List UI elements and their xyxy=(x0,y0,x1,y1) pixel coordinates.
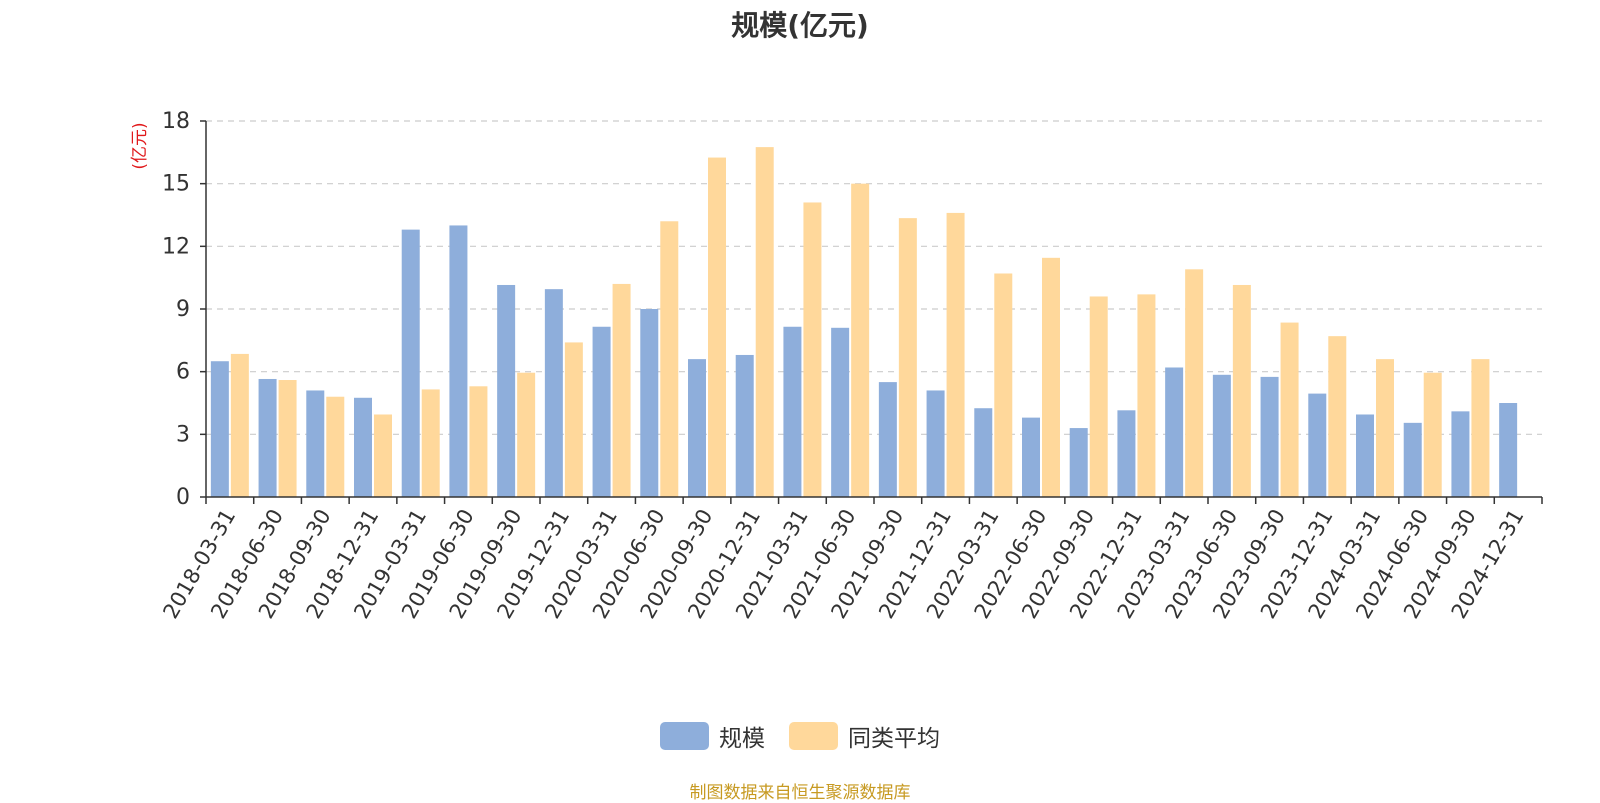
bar-scale-2020-09-30[interactable] xyxy=(688,359,706,497)
bar-peer-average-2022-06-30[interactable] xyxy=(1042,257,1060,497)
bar-peer-average-2021-06-30[interactable] xyxy=(851,183,870,497)
bar-peer-average-2020-12-31[interactable] xyxy=(755,147,774,497)
bar-scale-2024-06-30[interactable] xyxy=(1403,422,1422,497)
legend-swatch-scale xyxy=(660,722,709,750)
bar-scale-2019-03-31[interactable] xyxy=(401,229,420,497)
bar-peer-average-2019-06-30[interactable] xyxy=(469,386,488,497)
bar-scale-2021-09-30[interactable] xyxy=(878,382,897,497)
bar-scale-2018-03-31[interactable] xyxy=(210,361,229,497)
bar-peer-average-2019-03-31[interactable] xyxy=(421,389,440,497)
bar-scale-2023-06-30[interactable] xyxy=(1212,374,1231,497)
bar-peer-average-2020-09-30[interactable] xyxy=(708,157,726,498)
bar-scale-2018-12-31[interactable] xyxy=(354,397,372,497)
legend-label-peer-average: 同类平均 xyxy=(848,726,940,752)
bar-scale-2022-12-31[interactable] xyxy=(1117,410,1136,497)
bar-scale-2024-03-31[interactable] xyxy=(1356,414,1374,497)
bar-scale-2018-06-30[interactable] xyxy=(258,378,277,497)
y-tick-label: 0 xyxy=(176,485,190,510)
bar-peer-average-2024-09-30[interactable] xyxy=(1471,359,1490,497)
bar-scale-2021-03-31[interactable] xyxy=(783,326,802,497)
chart-title: 规模(亿元) xyxy=(731,9,869,42)
bar-peer-average-2024-03-31[interactable] xyxy=(1376,359,1394,497)
bar-scale-2023-12-31[interactable] xyxy=(1308,393,1327,497)
bar-peer-average-2021-03-31[interactable] xyxy=(803,202,822,497)
bar-scale-2020-03-31[interactable] xyxy=(592,326,611,497)
legend-item-scale[interactable]: 规模 xyxy=(660,716,765,756)
bar-peer-average-2020-06-30[interactable] xyxy=(660,221,679,497)
bar-peer-average-2019-09-30[interactable] xyxy=(517,372,536,497)
bar-peer-average-2022-03-31[interactable] xyxy=(994,273,1013,497)
y-tick-label: 9 xyxy=(176,297,190,322)
bar-scale-2020-06-30[interactable] xyxy=(640,309,659,497)
bar-scale-2018-09-30[interactable] xyxy=(306,390,325,497)
x-tick-labels: 2018-03-312018-06-302018-09-302018-12-31… xyxy=(158,505,1528,623)
bar-scale-2023-09-30[interactable] xyxy=(1260,376,1279,497)
y-tick-labels: 0 3 6 9 12 15 18 xyxy=(162,109,190,510)
bar-scale-2019-06-30[interactable] xyxy=(449,225,468,497)
bar-peer-average-2022-09-30[interactable] xyxy=(1089,296,1108,497)
bar-peer-average-2021-12-31[interactable] xyxy=(946,212,965,497)
bar-peer-average-2018-12-31[interactable] xyxy=(374,414,392,497)
bar-peer-average-2023-12-31[interactable] xyxy=(1328,336,1347,497)
bar-peer-average-2023-06-30[interactable] xyxy=(1232,284,1251,497)
data-source-note: 制图数据来自恒生聚源数据库 xyxy=(689,783,911,803)
bar-scale-2020-12-31[interactable] xyxy=(735,354,754,497)
y-tick-label: 3 xyxy=(176,422,190,447)
y-tick-label: 15 xyxy=(162,172,190,197)
bar-scale-2024-09-30[interactable] xyxy=(1451,411,1470,497)
bar-peer-average-2020-03-31[interactable] xyxy=(612,283,631,497)
bars xyxy=(210,147,1518,498)
bar-peer-average-2024-06-30[interactable] xyxy=(1423,372,1442,497)
bar-scale-2024-12-31[interactable] xyxy=(1499,403,1518,497)
y-tick-label: 18 xyxy=(162,109,190,134)
bar-peer-average-2023-09-30[interactable] xyxy=(1280,322,1299,497)
bar-scale-2019-12-31[interactable] xyxy=(544,289,563,497)
y-tick-label: 12 xyxy=(162,234,190,259)
bar-scale-2021-12-31[interactable] xyxy=(926,390,945,497)
bar-peer-average-2023-03-31[interactable] xyxy=(1185,269,1204,497)
legend-label-scale: 规模 xyxy=(719,726,765,752)
y-axis-title: (亿元) xyxy=(130,122,150,169)
bar-peer-average-2019-12-31[interactable] xyxy=(564,342,583,497)
bar-scale-2022-06-30[interactable] xyxy=(1022,417,1040,497)
bar-peer-average-2018-06-30[interactable] xyxy=(278,380,297,497)
bar-peer-average-2021-09-30[interactable] xyxy=(898,218,917,497)
bar-scale-2021-06-30[interactable] xyxy=(831,327,850,497)
bar-peer-average-2022-12-31[interactable] xyxy=(1137,294,1156,497)
bar-scale-2019-09-30[interactable] xyxy=(497,284,516,497)
bar-peer-average-2018-09-30[interactable] xyxy=(326,396,345,497)
legend-swatch-peer-average xyxy=(789,722,838,750)
bar-peer-average-2018-03-31[interactable] xyxy=(230,353,249,497)
bar-scale-2022-09-30[interactable] xyxy=(1069,428,1088,497)
axes xyxy=(200,120,1543,504)
bar-scale-2023-03-31[interactable] xyxy=(1165,367,1184,497)
legend-item-peer-average[interactable]: 同类平均 xyxy=(789,716,940,756)
y-tick-label: 6 xyxy=(176,360,190,385)
bar-scale-2022-03-31[interactable] xyxy=(974,408,993,497)
